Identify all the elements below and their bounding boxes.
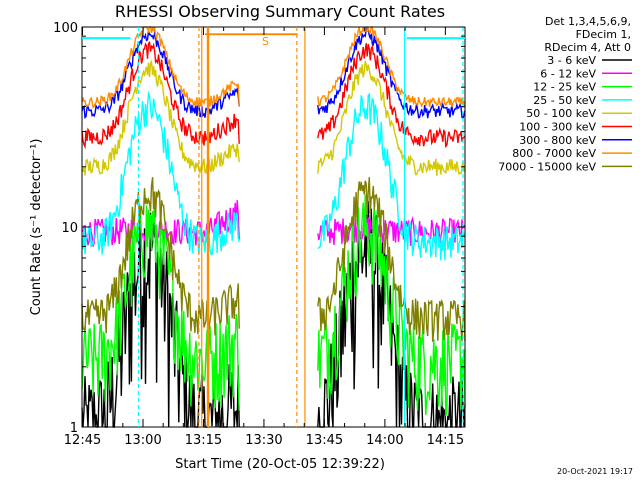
x-tick-label-3: 13:15 xyxy=(185,433,222,448)
series-line-4 xyxy=(81,90,240,256)
series-line-5 xyxy=(317,61,466,176)
series-line-7 xyxy=(317,26,466,120)
legend-label-3: 12 - 25 keV xyxy=(533,81,596,94)
series-line-5 xyxy=(81,59,240,176)
x-tick-label-5: 13:45 xyxy=(306,433,343,448)
legend-label-9: 7000 - 15000 keV xyxy=(498,160,596,173)
plot-area xyxy=(81,26,466,428)
info-block: Det 1,3,4,5,6,9, FDecim 1, RDecim 4, Att… xyxy=(544,15,631,54)
legend-label-2: 6 - 12 keV xyxy=(540,67,596,80)
x-tick-label-7: 14:15 xyxy=(427,433,464,448)
legend-label-5: 50 - 100 keV xyxy=(526,107,596,120)
legend-label-4: 25 - 50 keV xyxy=(533,94,596,107)
legend-label-1: 3 - 6 keV xyxy=(547,54,596,67)
info-line-3: RDecim 4, Att 0 xyxy=(544,41,631,54)
s-annotation: S xyxy=(262,35,269,48)
series-line-3 xyxy=(317,194,466,417)
y-tick-label-1: 1 xyxy=(70,421,78,436)
info-line-1: Det 1,3,4,5,6,9, xyxy=(545,15,631,28)
y-tick-label-2: 10 xyxy=(61,221,78,236)
series-line-8 xyxy=(317,26,466,109)
x-tick-label-2: 13:00 xyxy=(124,433,161,448)
chart-title: RHESSI Observing Summary Count Rates xyxy=(115,2,445,21)
x-axis-label: Start Time (20-Oct-05 12:39:22) xyxy=(175,457,385,472)
legend-label-7: 300 - 800 keV xyxy=(519,134,596,147)
info-line-2: FDecim 1, xyxy=(576,28,631,41)
series-line-6 xyxy=(81,41,240,150)
series-line-7 xyxy=(81,30,240,120)
legend-label-6: 100 - 300 keV xyxy=(519,121,596,134)
series-line-1 xyxy=(317,199,466,428)
series-line-8 xyxy=(81,26,240,109)
axes: 12:45 13:00 13:15 13:30 13:45 14:00 14:15 1 10 10… xyxy=(53,21,465,448)
y-axis-label: Count Rate (s⁻¹ detector⁻¹) xyxy=(29,139,44,316)
series-line-4 xyxy=(317,92,466,261)
x-tick-label-1: 12:45 xyxy=(64,433,101,448)
legend-label-8: 800 - 7000 keV xyxy=(512,147,596,160)
footer-timestamp: 20-Oct-2021 19:17 xyxy=(557,467,633,476)
y-tick-label-3: 100 xyxy=(53,21,78,36)
x-tick-label-4: 13:30 xyxy=(245,433,282,448)
series-line-6 xyxy=(317,43,466,149)
series-line-9 xyxy=(317,177,466,342)
x-tick-label-6: 14:00 xyxy=(366,433,403,448)
series-line-9 xyxy=(81,177,240,336)
